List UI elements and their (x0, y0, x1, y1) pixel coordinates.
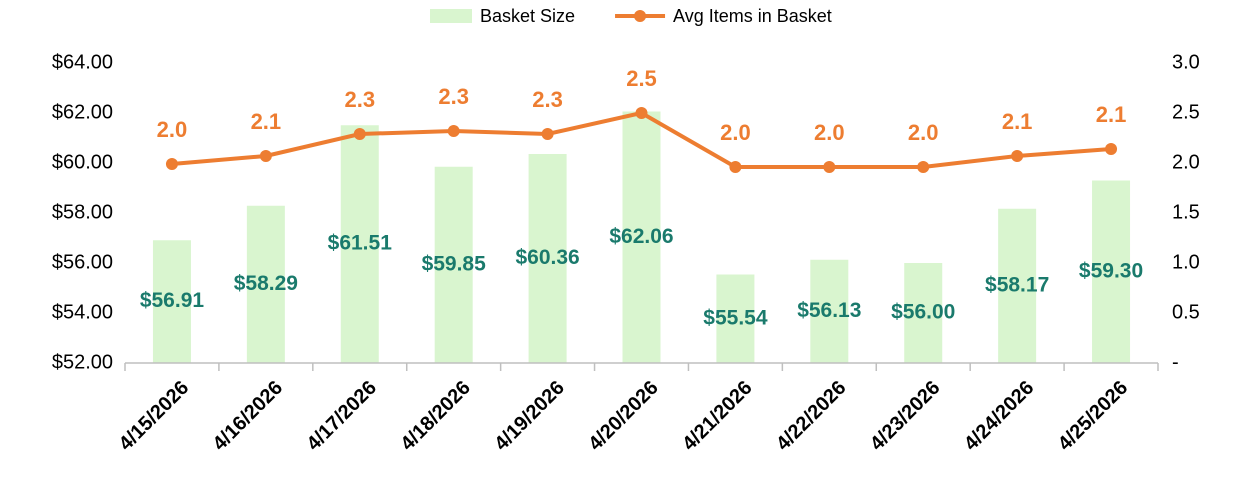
bar-label: $62.06 (609, 225, 673, 248)
y-tick-label: $56.00 (52, 251, 113, 273)
bar (434, 166, 473, 363)
line-label: 2.3 (532, 87, 563, 112)
bar (622, 111, 661, 363)
legend-swatch (430, 9, 472, 23)
legend-marker (634, 10, 647, 22)
bar-label: $60.36 (515, 246, 579, 269)
y-tick-label: $52.00 (52, 351, 113, 373)
line-label: 2.3 (438, 84, 469, 109)
line-label: 2.1 (1096, 102, 1127, 127)
bar (246, 205, 285, 363)
line-label: 2.0 (908, 120, 939, 145)
y2-tick-label: 2.0 (1172, 151, 1200, 173)
y-tick-label: $54.00 (52, 301, 113, 323)
x-tick-label: 4/24/2026 (960, 377, 1038, 455)
y-tick-label: $60.00 (52, 151, 113, 173)
line-label: 2.1 (251, 109, 282, 134)
line-marker (729, 161, 742, 173)
line-label: 2.3 (344, 87, 375, 112)
bar (716, 274, 755, 363)
line-marker (635, 107, 648, 119)
bar-label: $61.51 (328, 232, 393, 255)
line-label: 2.0 (814, 120, 845, 145)
bar (1092, 180, 1131, 363)
x-tick-label: 4/21/2026 (678, 377, 756, 455)
line-marker (353, 128, 366, 140)
x-tick-label: 4/19/2026 (490, 377, 568, 455)
line-label: 2.5 (626, 66, 657, 91)
x-tick-label: 4/15/2026 (115, 377, 193, 455)
bar-label: $56.91 (140, 289, 205, 312)
y-tick-label: $62.00 (52, 101, 113, 123)
line-label: 2.1 (1002, 109, 1033, 134)
legend-label: Basket Size (480, 6, 575, 26)
line-label: 2.0 (157, 117, 188, 142)
y-tick-label: $64.00 (52, 51, 113, 73)
line-marker (1105, 143, 1118, 155)
bar-label: $59.30 (1079, 259, 1143, 282)
bar (152, 240, 191, 363)
bar (998, 208, 1037, 363)
bar-label: $56.13 (797, 299, 861, 322)
x-tick-label: 4/22/2026 (772, 377, 850, 455)
x-tick-label: 4/20/2026 (584, 377, 662, 455)
y2-tick-label: 1.0 (1172, 251, 1200, 273)
legend-label: Avg Items in Basket (673, 6, 832, 26)
x-tick-label: 4/16/2026 (209, 377, 287, 455)
bar-label: $58.17 (985, 273, 1049, 296)
x-tick-label: 4/18/2026 (396, 377, 474, 455)
y2-tick-label: 0.5 (1172, 301, 1200, 323)
y2-tick-label: 2.5 (1172, 101, 1200, 123)
line-marker (541, 128, 554, 140)
bar-label: $56.00 (891, 301, 955, 324)
bar-label: $58.29 (234, 272, 298, 295)
y2-tick-label: 1.5 (1172, 201, 1200, 223)
line-marker (917, 161, 930, 173)
x-tick-label: 4/17/2026 (303, 377, 381, 455)
y-tick-label: $58.00 (52, 201, 113, 223)
x-tick-label: 4/25/2026 (1054, 377, 1132, 455)
bar (904, 263, 943, 363)
bar (340, 125, 379, 363)
bar (810, 259, 849, 363)
line-marker (165, 158, 178, 170)
line-marker (447, 125, 460, 137)
line-label: 2.0 (720, 120, 751, 145)
bar-label: $59.85 (422, 252, 487, 275)
bar (528, 154, 567, 363)
line-marker (259, 150, 272, 162)
y2-tick-label: 3.0 (1172, 51, 1200, 73)
line-marker (823, 161, 836, 173)
line-marker (1011, 150, 1024, 162)
y2-tick-label: - (1172, 351, 1179, 373)
bar-label: $55.54 (703, 306, 768, 329)
x-tick-label: 4/23/2026 (866, 377, 944, 455)
